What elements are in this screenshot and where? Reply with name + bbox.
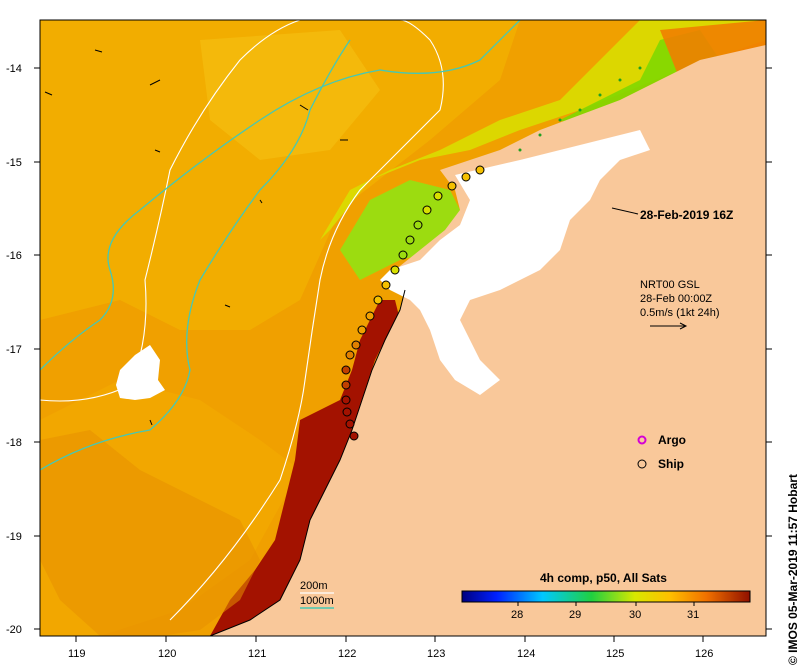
lon-tick: 123	[427, 648, 445, 660]
lat-tick: -17	[6, 344, 22, 356]
contour-1000-label: 1000m	[300, 595, 334, 607]
ship-label: Ship	[658, 457, 684, 471]
lon-tick: 119	[68, 648, 86, 660]
lon-tick: 126	[695, 648, 713, 660]
colorbar-gradient	[462, 591, 750, 602]
lat-tick: -19	[6, 531, 22, 543]
lon-tick: 122	[338, 648, 356, 660]
credit-text: © IMOS 05-Mar-2019 11:57 Hobart	[786, 474, 800, 665]
colorbar-tick: 30	[629, 609, 641, 621]
sst-map: 119 120 121 122 123 124 125 126 -14 -15 …	[0, 0, 809, 672]
current-key-line2: 28-Feb 00:00Z	[640, 293, 712, 305]
map-area	[40, 20, 766, 636]
lat-tick: -20	[6, 624, 22, 636]
lat-tick: -18	[6, 437, 22, 449]
lon-tick: 120	[158, 648, 176, 660]
lon-tick: 125	[606, 648, 624, 660]
lon-tick: 121	[248, 648, 266, 660]
lon-tick: 124	[517, 648, 535, 660]
argo-label: Argo	[658, 433, 686, 447]
colorbar-title: 4h comp, p50, All Sats	[540, 571, 667, 585]
lat-axis: -14 -15 -16 -17 -18 -19 -20	[6, 63, 22, 636]
colorbar-tick: 29	[569, 609, 581, 621]
colorbar-tick: 31	[687, 609, 699, 621]
colorbar-tick: 28	[511, 609, 523, 621]
lat-tick: -15	[6, 157, 22, 169]
lat-tick: -16	[6, 250, 22, 262]
current-key-line3: 0.5m/s (1kt 24h)	[640, 307, 719, 319]
current-key-line1: NRT00 GSL	[640, 279, 700, 291]
lat-tick: -14	[6, 63, 22, 75]
lon-axis: 119 120 121 122 123 124 125 126	[68, 648, 713, 660]
contour-200-label: 200m	[300, 580, 328, 592]
timestamp-label: 28-Feb-2019 16Z	[640, 208, 733, 222]
